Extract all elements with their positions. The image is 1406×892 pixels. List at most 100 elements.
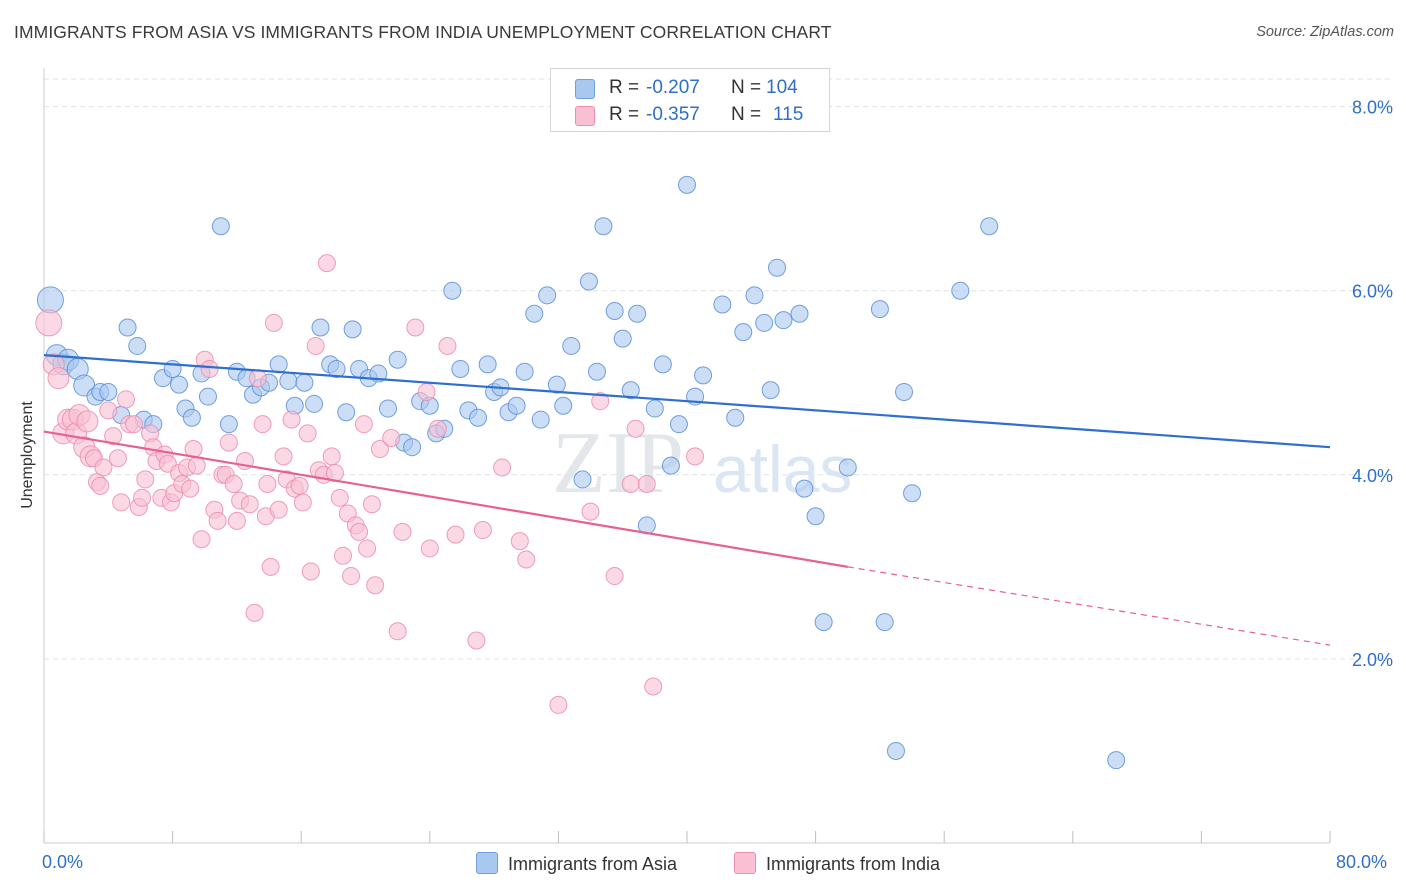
india-point (208, 511, 227, 530)
india-point (382, 428, 401, 447)
asia-point (295, 373, 314, 392)
india-point (406, 318, 425, 337)
asia-point (903, 484, 922, 503)
india-point (317, 254, 336, 273)
asia-point (443, 281, 462, 300)
legend-r-value-india: -0.357 (646, 104, 700, 125)
india-point (591, 392, 610, 411)
asia-point (745, 286, 764, 305)
trend-lines (43, 354, 1331, 646)
india-point (446, 525, 465, 544)
asia-point (531, 410, 550, 429)
asia-point (305, 394, 324, 413)
india-point (438, 336, 457, 355)
legend-r-label: R = (609, 104, 640, 125)
asia-point (594, 217, 613, 236)
asia-point (645, 399, 664, 418)
india-point (350, 522, 369, 541)
india-point (35, 309, 63, 337)
asia-point (795, 479, 814, 498)
india-point (282, 410, 301, 429)
asia-point (980, 217, 999, 236)
legend-n-label: N = (731, 77, 762, 98)
india-point (136, 470, 155, 489)
india-point (200, 359, 219, 378)
bottom-legend-asia: Immigrants from Asia (476, 852, 677, 875)
asia-point (653, 355, 672, 374)
india-point (133, 488, 152, 507)
india-trend-line (43, 430, 848, 568)
asia-point (128, 336, 147, 355)
chart-title: IMMIGRANTS FROM ASIA VS IMMIGRANTS FROM … (14, 22, 832, 42)
asia-point (790, 304, 809, 323)
india-point (99, 401, 118, 420)
india-point (116, 390, 135, 409)
asia-point (198, 387, 217, 406)
bottom-legend-swatch-india (734, 852, 756, 874)
asia-point (478, 355, 497, 374)
bottom-legend-swatch-asia (476, 852, 498, 874)
india-point (94, 458, 113, 477)
asia-point (388, 350, 407, 369)
legend-swatch-india (575, 106, 595, 126)
asia-point (870, 300, 889, 319)
legend-n-label: N = (731, 104, 762, 125)
india-point (192, 530, 211, 549)
india-point (358, 539, 377, 558)
asia-point (774, 311, 793, 330)
asia-trend-line (43, 354, 1331, 449)
asia-point (403, 438, 422, 457)
india-trend-extension (847, 566, 1331, 646)
legend-r-value-asia: -0.207 (646, 77, 700, 98)
india-points (35, 254, 705, 714)
asia-point (343, 320, 362, 339)
india-point (330, 488, 349, 507)
legend-n-value-asia: 104 (766, 77, 798, 98)
asia-point (554, 396, 573, 415)
india-point (370, 440, 389, 459)
india-point (108, 449, 127, 468)
asia-point (755, 313, 774, 332)
india-point (219, 433, 238, 452)
india-point (637, 475, 656, 494)
asia-point (951, 281, 970, 300)
india-point (261, 557, 280, 576)
asia-point (694, 366, 713, 385)
asia-point (1107, 751, 1126, 770)
india-point (298, 424, 317, 443)
bottom-legend-label-india: Immigrants from India (766, 854, 941, 874)
asia-point (170, 375, 189, 394)
india-point (104, 427, 123, 446)
india-point (417, 382, 436, 401)
correlation-legend: R = -0.207 N = 104 R = -0.357 N = 115 (550, 68, 830, 132)
india-point (473, 521, 492, 540)
asia-point (525, 304, 544, 323)
india-point (644, 677, 663, 696)
india-point (274, 447, 293, 466)
india-point (467, 631, 486, 650)
asia-point (587, 362, 606, 381)
asia-point (669, 415, 688, 434)
bottom-legend-india: Immigrants from India (734, 852, 940, 875)
y-tick-label: 2.0% (1352, 650, 1393, 670)
asia-point (507, 396, 526, 415)
asia-point (579, 272, 598, 291)
asia-point (613, 329, 632, 348)
bottom-legend-label-asia: Immigrants from Asia (508, 854, 678, 874)
india-point (47, 367, 70, 390)
x-tick-label-min: 0.0% (42, 852, 84, 872)
asia-point (605, 301, 624, 320)
asia-point (99, 382, 118, 401)
legend-r-label: R = (609, 77, 640, 98)
india-point (248, 369, 267, 388)
y-tick-labels: 2.0% 4.0% 6.0% 8.0% (1352, 98, 1393, 670)
india-point (366, 576, 385, 595)
india-point (605, 567, 624, 586)
asia-point (219, 415, 238, 434)
legend-swatch-asia (575, 79, 595, 99)
asia-point (838, 458, 857, 477)
asia-points (36, 175, 1126, 770)
asia-point (379, 399, 398, 418)
india-point (264, 313, 283, 332)
asia-point (628, 304, 647, 323)
